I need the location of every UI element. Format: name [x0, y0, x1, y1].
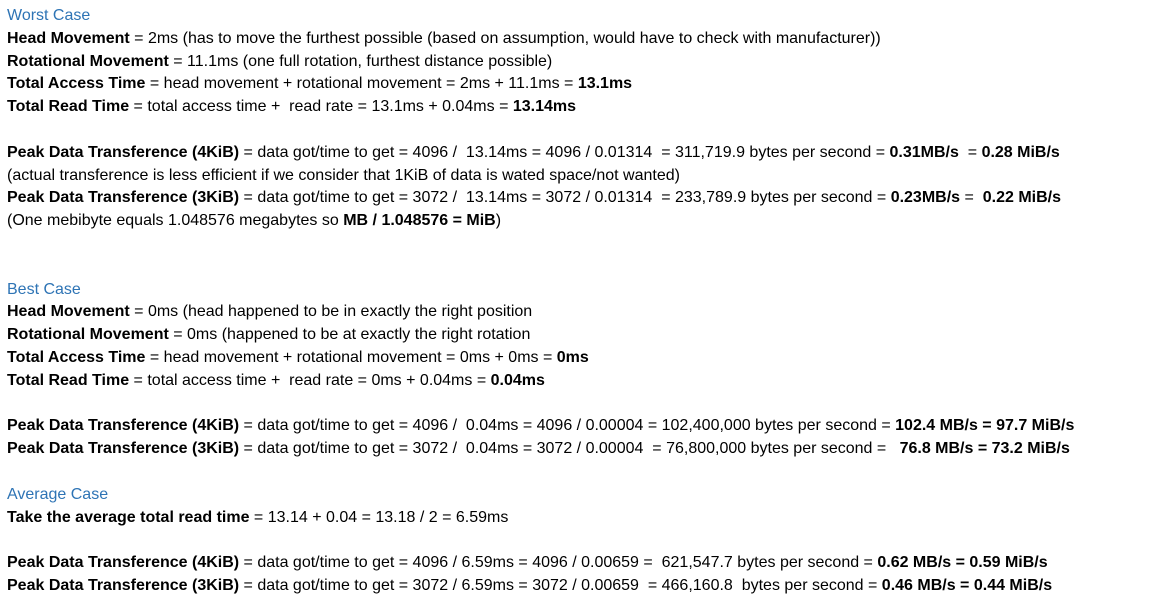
line-text: = 2ms (has to move the furthest possible…: [129, 29, 881, 47]
worst-case-heading: Worst Case: [7, 7, 91, 24]
line-text: = 13.14 + 0.04 = 13.18 / 2 = 6.59ms: [249, 508, 509, 526]
line-text: = data got/time to get = 4096 / 13.14ms …: [239, 143, 890, 161]
line-result-mib: 0.28 MiB/s: [981, 143, 1060, 161]
line-text: = data got/time to get = 3072 / 0.04ms =…: [239, 440, 900, 458]
spacer: [7, 256, 1174, 279]
line-result: 0ms: [556, 348, 589, 366]
line-sep: =: [960, 189, 983, 207]
worst-note-efficiency: (actual transference is less efficient i…: [7, 166, 680, 184]
worst-note-mebibyte: (One mebibyte equals 1.048576 megabytes …: [7, 210, 1174, 233]
line-text: = data got/time to get = 3072 / 6.59ms =…: [239, 576, 882, 594]
line-result: 102.4 MB/s = 97.7 MiB/s: [895, 417, 1075, 435]
line-result-mib: 0.22 MiB/s: [982, 189, 1062, 207]
line-text: = data got/time to get = 4096 / 0.04ms =…: [239, 417, 896, 435]
line-label: Head Movement: [7, 303, 130, 321]
line-text: = head movement + rotational movement = …: [145, 75, 578, 93]
line-label: Peak Data Transference (3KiB): [7, 576, 240, 594]
line-label: Peak Data Transference (4KiB): [7, 143, 240, 161]
worst-total-access-line: Total Access Time = head movement + rota…: [7, 73, 1174, 96]
line-label: Total Read Time: [7, 98, 130, 116]
line-label: Rotational Movement: [7, 326, 169, 344]
line-label: Peak Data Transference (3KiB): [7, 189, 240, 207]
line-label: Head Movement: [7, 29, 130, 47]
line-result: 13.14ms: [512, 98, 577, 116]
line-text: = 11.1ms (one full rotation, furthest di…: [168, 52, 553, 70]
line-text: = 0ms (happened to be at exactly the rig…: [168, 326, 531, 344]
worst-peak-3kib-line: Peak Data Transference (3KiB) = data got…: [7, 187, 1174, 210]
note-formula: MB / 1.048576 = MiB: [343, 212, 496, 230]
line-text: = total access time + read rate = 0ms + …: [129, 371, 491, 389]
worst-rotational-movement-line: Rotational Movement = 11.1ms (one full r…: [7, 51, 1174, 74]
line-result: 0.46 MB/s = 0.44 MiB/s: [881, 576, 1053, 594]
line-label: Total Access Time: [7, 75, 146, 93]
line-label: Take the average total read time: [7, 508, 250, 526]
line-label: Peak Data Transference (3KiB): [7, 440, 240, 458]
worst-peak-4kib-line: Peak Data Transference (4KiB) = data got…: [7, 142, 1174, 165]
best-total-access-line: Total Access Time = head movement + rota…: [7, 347, 1174, 370]
spacer: [7, 119, 1174, 142]
best-peak-3kib-line: Peak Data Transference (3KiB) = data got…: [7, 438, 1174, 461]
line-label: Total Read Time: [7, 371, 130, 389]
spacer: [7, 393, 1174, 416]
line-label: Total Access Time: [7, 348, 146, 366]
best-case-heading: Best Case: [7, 280, 81, 298]
spacer: [7, 461, 1174, 484]
line-text: = total access time + read rate = 13.1ms…: [129, 98, 513, 116]
line-result-mb: 0.23MB/s: [890, 189, 961, 207]
line-result: 13.1ms: [577, 75, 633, 93]
line-text: = data got/time to get = 3072 / 13.14ms …: [239, 189, 891, 207]
note-text: (One mebibyte equals 1.048576 megabytes …: [7, 212, 344, 230]
line-label: Peak Data Transference (4KiB): [7, 417, 240, 435]
spacer: [7, 233, 1174, 256]
worst-head-movement-line: Head Movement = 2ms (has to move the fur…: [7, 28, 1174, 51]
worst-total-read-line: Total Read Time = total access time + re…: [7, 96, 1174, 119]
average-case-heading: Average Case: [7, 485, 109, 503]
average-peak-4kib-line: Peak Data Transference (4KiB) = data got…: [7, 552, 1174, 575]
best-total-read-line: Total Read Time = total access time + re…: [7, 370, 1174, 393]
line-text: = head movement + rotational movement = …: [145, 348, 557, 366]
average-take-line: Take the average total read time = 13.14…: [7, 507, 1174, 530]
average-peak-3kib-line: Peak Data Transference (3KiB) = data got…: [7, 575, 1174, 598]
best-rotational-movement-line: Rotational Movement = 0ms (happened to b…: [7, 324, 1174, 347]
line-result: 0.62 MB/s = 0.59 MiB/s: [877, 554, 1048, 572]
line-sep: =: [958, 143, 982, 161]
line-text: = data got/time to get = 4096 / 6.59ms =…: [239, 554, 878, 572]
line-label: Peak Data Transference (4KiB): [7, 554, 240, 572]
best-head-movement-line: Head Movement = 0ms (head happened to be…: [7, 301, 1174, 324]
line-label: Rotational Movement: [7, 52, 169, 70]
line-result: 76.8 MB/s = 73.2 MiB/s: [899, 440, 1070, 458]
best-peak-4kib-line: Peak Data Transference (4KiB) = data got…: [7, 415, 1174, 438]
line-result: 0.04ms: [490, 371, 545, 389]
note-text-end: ): [495, 212, 502, 230]
line-result-mb: 0.31MB/s: [889, 143, 959, 161]
line-text: = 0ms (head happened to be in exactly th…: [129, 303, 533, 321]
spacer: [7, 529, 1174, 552]
